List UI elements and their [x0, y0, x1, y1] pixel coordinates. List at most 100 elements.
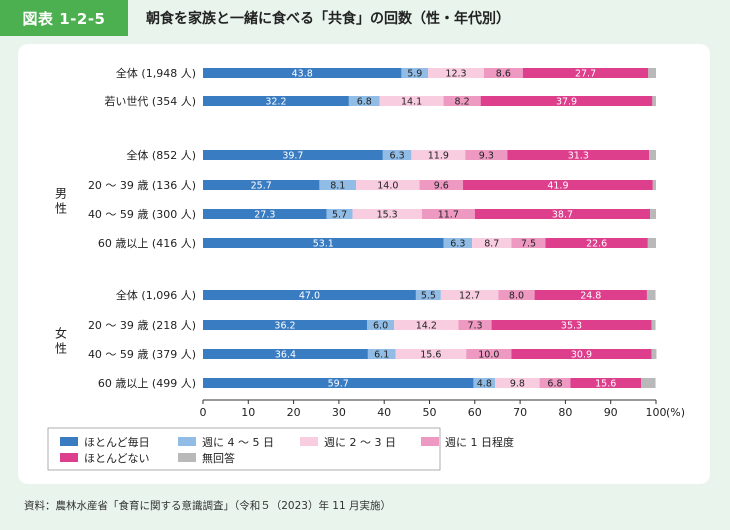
bar-segment	[473, 378, 496, 388]
row-label: 20 ～ 39 歳 (218 人)	[88, 319, 196, 332]
bar-segment	[652, 180, 656, 190]
data-label: 11.7	[438, 210, 459, 221]
bar-segment	[465, 150, 508, 160]
data-label: 4.8	[477, 379, 492, 390]
data-label: 11.9	[428, 151, 449, 162]
bar-segment	[545, 238, 648, 248]
legend-label: ほとんどない	[84, 452, 149, 465]
data-label: 24.8	[580, 291, 601, 302]
data-label: 15.3	[377, 210, 398, 221]
bar-segment	[203, 180, 320, 190]
data-label: 15.6	[420, 350, 441, 361]
data-label: 37.9	[556, 97, 577, 108]
bar-segment	[570, 378, 642, 388]
data-label: 5.5	[421, 291, 436, 302]
data-label: 27.3	[254, 210, 275, 221]
bar-segment	[356, 180, 420, 190]
data-label: 8.0	[509, 291, 524, 302]
bar-segment	[511, 238, 546, 248]
bar-segment	[466, 349, 512, 359]
row-label: 40 ～ 59 歳 (300 人)	[88, 208, 196, 221]
data-label: 27.7	[575, 69, 596, 80]
legend-label: 週に 1 日程度	[445, 435, 514, 449]
data-label: 14.2	[416, 321, 437, 332]
figure-header: 図表 1-2-5 朝食を家族と一緒に食べる「共食」の回数（性・年代別）	[0, 0, 730, 36]
bar-segment	[440, 290, 499, 300]
data-label: 47.0	[299, 291, 320, 302]
bar-segment	[428, 68, 484, 78]
row-label: 20 ～ 39 歳 (136 人)	[88, 179, 196, 192]
legend-swatch	[60, 453, 78, 462]
chart-panel: 全体 (1,948 人) 43.8 5.9 12.3 8.6 27.7 若い世代 (354 …	[18, 44, 710, 484]
data-label: 9.8	[510, 379, 525, 390]
data-label: 25.7	[251, 181, 272, 192]
legend-swatch	[178, 453, 196, 462]
bar-segment	[366, 320, 395, 330]
data-label: 32.2	[265, 97, 286, 108]
bar-segment	[652, 96, 656, 106]
data-label: 8.6	[496, 69, 511, 80]
source-note: 資料：農林水産省「食育に関する意識調査」（令和５（2023）年 11 月実施）	[24, 500, 392, 512]
data-label: 8.2	[455, 97, 470, 108]
bar-segment	[511, 349, 652, 359]
bar-segment	[382, 150, 412, 160]
bar-segment	[367, 349, 396, 359]
data-label: 12.3	[445, 69, 466, 80]
legend-label: 週に 2 ～ 3 日	[324, 436, 396, 449]
bar-segment	[411, 150, 466, 160]
data-label: 10.0	[478, 350, 499, 361]
data-label: 15.6	[595, 379, 616, 390]
bar-segment	[649, 150, 656, 160]
bar-segment	[646, 290, 656, 300]
bar-segment	[495, 378, 540, 388]
bar-segment	[203, 68, 402, 78]
data-label: 30.9	[571, 350, 592, 361]
bar-segment	[401, 68, 429, 78]
figure-tag: 図表 1-2-5	[0, 0, 128, 36]
x-tick-label: 100	[646, 406, 667, 419]
bar-segment	[463, 180, 653, 190]
bar-segment	[203, 150, 383, 160]
x-tick-label: 20	[287, 406, 301, 419]
bar-segment	[472, 238, 512, 248]
bar-segment	[348, 96, 380, 106]
x-tick-label: 80	[558, 406, 572, 419]
bar-segment	[534, 290, 647, 300]
data-label: 31.3	[568, 151, 589, 162]
bar-segment	[326, 209, 353, 219]
data-label: 59.7	[328, 379, 349, 390]
bar-segment	[203, 209, 327, 219]
legend-label: 無回答	[202, 451, 235, 465]
bar-segment	[507, 150, 650, 160]
bar-segment	[483, 68, 523, 78]
x-tick-label: 10	[241, 406, 255, 419]
bar-segment	[319, 180, 357, 190]
data-label: 14.0	[377, 181, 398, 192]
bar-segment	[379, 96, 444, 106]
legend-swatch	[60, 437, 78, 446]
group-label: 男	[55, 187, 67, 201]
bar-segment	[458, 320, 492, 330]
legend-label: 週に 4 ～ 5 日	[202, 436, 274, 449]
row-label: 全体 (852 人)	[126, 148, 196, 162]
group-label: 性	[55, 342, 67, 356]
legend-box	[47, 427, 441, 471]
data-label: 8.7	[484, 239, 499, 250]
data-label: 6.8	[547, 379, 562, 390]
bar-segment	[522, 68, 649, 78]
bar-segment	[395, 349, 467, 359]
row-label: 若い世代 (354 人)	[104, 95, 196, 108]
group-label: 性	[55, 202, 67, 216]
data-label: 6.1	[374, 350, 389, 361]
row-label: 60 歳以上 (416 人)	[98, 237, 196, 250]
bar-segment	[203, 378, 474, 388]
data-label: 39.7	[282, 151, 303, 162]
legend-swatch	[421, 437, 439, 446]
bar-segment	[498, 290, 535, 300]
bar-segment	[443, 238, 473, 248]
data-label: 5.9	[407, 69, 422, 80]
data-label: 41.9	[547, 181, 568, 192]
data-label: 7.3	[467, 321, 482, 332]
bar-segment	[491, 320, 652, 330]
bar-segment	[641, 378, 656, 388]
